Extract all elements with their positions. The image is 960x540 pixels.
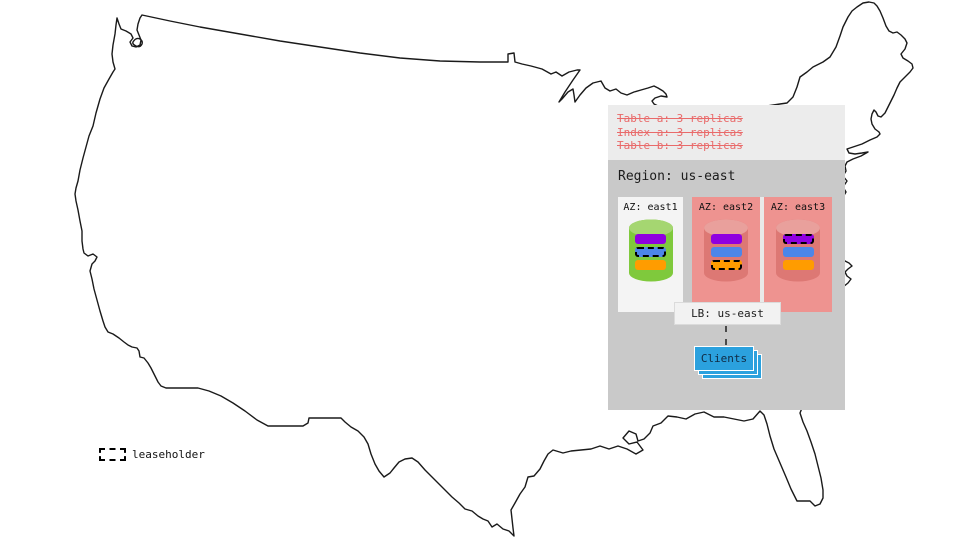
replica-bar-purple [710, 234, 742, 244]
replica-bar-blue-leaseholder [635, 247, 666, 257]
replica-bars [628, 234, 674, 270]
region-panel: Region: us-east AZ: east1 AZ: east2 AZ: ea… [608, 160, 845, 410]
replica-bar-blue [710, 247, 742, 257]
az-label: AZ: east1 [623, 202, 678, 213]
replica-bar-purple [635, 234, 666, 244]
lb-clients-connector [725, 326, 727, 345]
az-label: AZ: east3 [770, 202, 826, 213]
az-box-1: AZ: east1 [618, 197, 683, 312]
az-box-2: AZ: east2 [692, 197, 760, 312]
replica-bar-blue [782, 247, 814, 257]
database-cylinder-icon [775, 219, 821, 282]
replica-config-notes: Table a: 3 replicas Index a: 3 replicas … [608, 105, 845, 160]
az-box-3: AZ: east3 [764, 197, 832, 312]
region-title: Region: us-east [618, 169, 736, 184]
az-separator [760, 197, 764, 312]
database-cylinder-icon [628, 219, 674, 282]
database-cylinder-icon [703, 219, 749, 282]
note-table-b: Table b: 3 replicas [617, 139, 743, 152]
load-balancer-box: LB: us-east [674, 302, 781, 325]
replica-bar-orange-leaseholder [710, 260, 742, 270]
clients-box: Clients [694, 346, 754, 371]
note-index-a: Index a: 3 replicas [617, 125, 743, 139]
leaseholder-legend: leaseholder [99, 448, 205, 461]
az-row: AZ: east1 AZ: east2 AZ: east3 [618, 197, 832, 312]
note-table-a: Table a: 3 replicas [617, 112, 743, 125]
replica-bar-orange [635, 260, 666, 270]
replica-bar-orange [782, 260, 814, 270]
az-label: AZ: east2 [698, 202, 754, 213]
replica-bar-purple-leaseholder [782, 234, 814, 244]
replica-bars [775, 234, 821, 270]
leaseholder-swatch-icon [99, 448, 126, 461]
replica-bars [703, 234, 749, 270]
leaseholder-legend-label: leaseholder [132, 448, 205, 461]
